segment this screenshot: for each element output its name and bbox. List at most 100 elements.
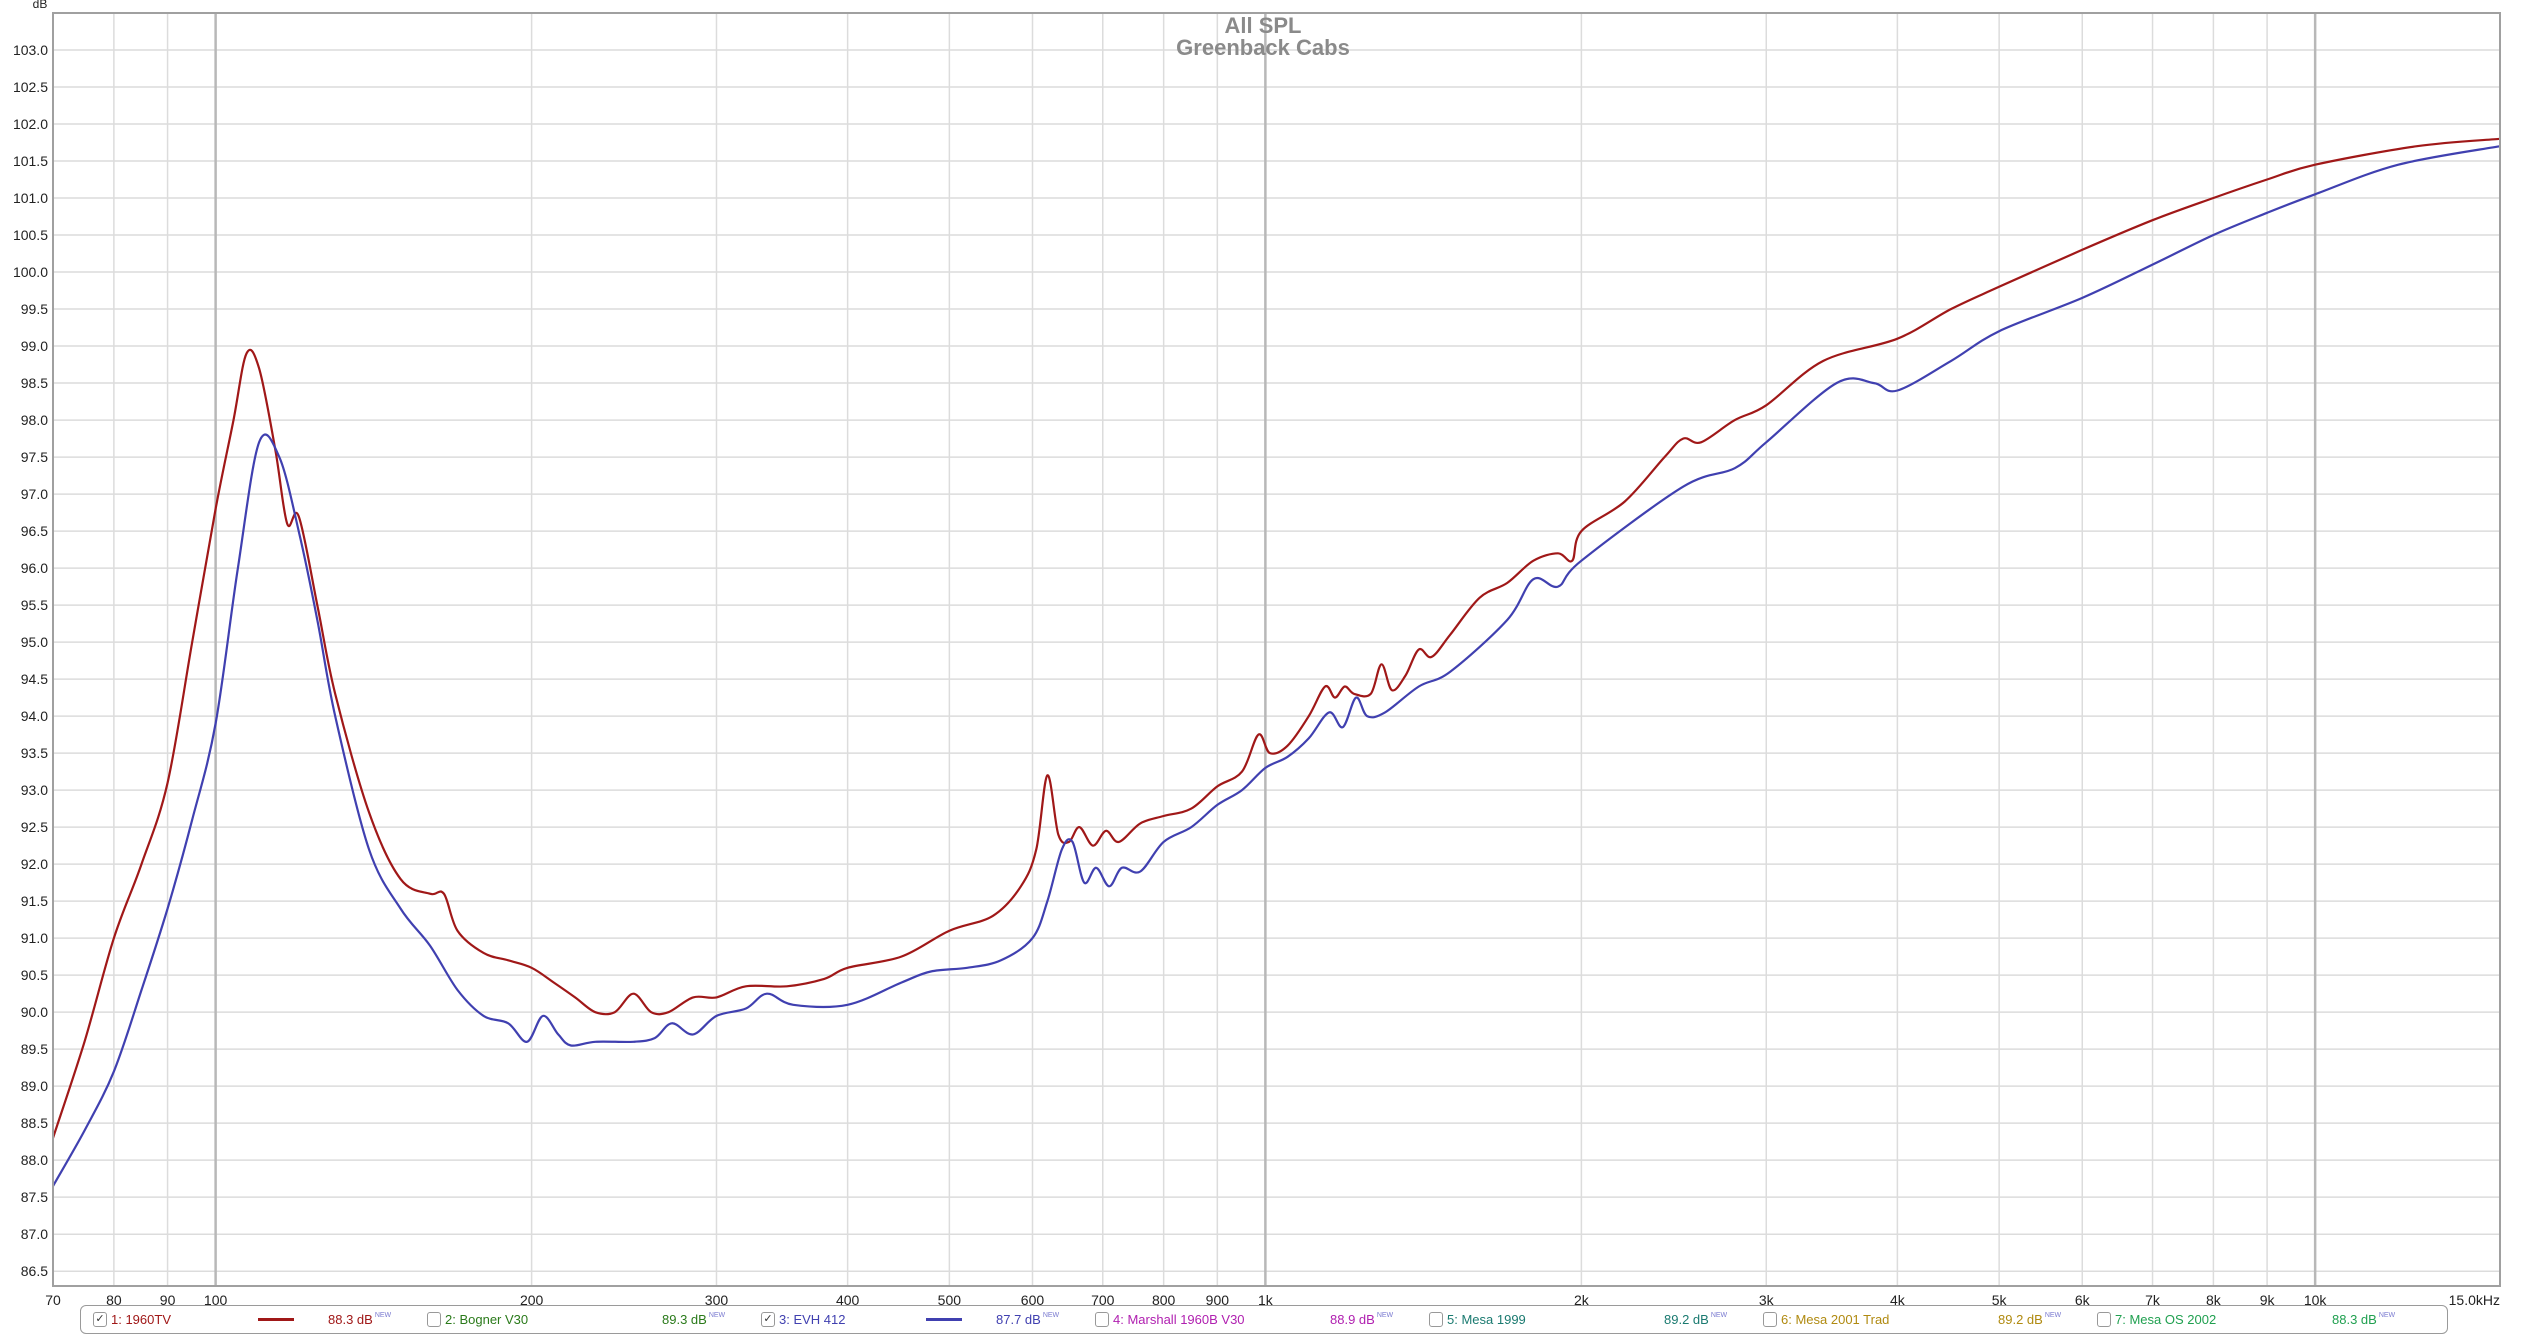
x-tick-label: 2k [1574,1292,1590,1308]
legend-value: 89.3 dB NEW [662,1312,725,1327]
y-tick-label: 87.5 [21,1189,48,1205]
y-tick-label: 102.5 [13,79,48,95]
legend-value-text: 87.7 dB [996,1312,1041,1327]
x-tick-label: 7k [2145,1292,2161,1308]
series-group [51,137,2501,1187]
chart-title: All SPL [1224,13,1301,38]
legend-value-text: 89.2 dB [1664,1312,1709,1327]
legend-item: 4: Marshall 1960B V30 88.9 dB NEW [1095,1306,1429,1332]
y-tick-label: 97.0 [21,486,48,502]
legend-item: ✓ 1: 1960TV 88.3 dB NEW [93,1306,427,1332]
chart-subtitle: Greenback Cabs [1176,35,1350,60]
legend-value-text: 88.3 dB [2332,1312,2377,1327]
legend-label[interactable]: 3: EVH 412 [779,1312,846,1327]
y-tick-label: 98.0 [21,412,48,428]
legend-value: 87.7 dB NEW [996,1312,1059,1327]
legend-checkbox[interactable]: ✓ [93,1312,107,1327]
legend: ✓ 1: 1960TV 88.3 dB NEW 2: Bogner V30 89.… [80,1305,2448,1334]
series-line-1 [51,137,2501,1139]
legend-new-badge: NEW [374,1312,392,1319]
legend-checkbox[interactable]: ✓ [761,1312,775,1327]
x-tick-label: 8k [2206,1292,2222,1308]
axes: 103.0 102.5 102.0 101.5 101.0 100.5 100.0 99.5 9… [13,12,2501,1308]
x-tick-label: 800 [1152,1292,1176,1308]
x-tick-label: 70 [45,1292,61,1308]
x-tick-label: 300 [705,1292,729,1308]
y-tick-label: 93.5 [21,745,48,761]
y-tick-label: 99.5 [21,301,48,317]
legend-checkbox[interactable] [1429,1312,1443,1327]
x-tick-label: 90 [160,1292,176,1308]
x-tick-label: 9k [2260,1292,2276,1308]
y-tick-label: 101.0 [13,190,48,206]
legend-label[interactable]: 2: Bogner V30 [445,1312,529,1327]
x-tick-label: 5k [1992,1292,2008,1308]
y-tick-label: 95.0 [21,634,48,650]
y-tick-label: 100.0 [13,264,48,280]
grid [53,13,2500,1286]
y-tick-label: 97.5 [21,449,48,465]
x-tick-label: 500 [938,1292,962,1308]
y-tick-label: 94.5 [21,671,48,687]
x-tick-label: 80 [106,1292,122,1308]
y-tick-label: 100.5 [13,227,48,243]
legend-checkbox[interactable] [1763,1312,1777,1327]
legend-checkbox[interactable] [1095,1312,1109,1327]
legend-checkbox[interactable] [427,1312,441,1327]
y-tick-label: 98.5 [21,375,48,391]
x-tick-label: 700 [1091,1292,1115,1308]
y-tick-label: 90.5 [21,967,48,983]
y-tick-label: 96.5 [21,523,48,539]
y-tick-label: 92.0 [21,856,48,872]
legend-value: 89.2 dB NEW [1998,1312,2061,1327]
y-tick-label: 92.5 [21,819,48,835]
y-tick-label: 91.5 [21,893,48,909]
y-tick-label: 90.0 [21,1004,48,1020]
y-tick-label: 101.5 [13,153,48,169]
legend-swatch [926,1318,962,1321]
y-tick-label: 99.0 [21,338,48,354]
legend-new-badge: NEW [2378,1312,2396,1319]
legend-label[interactable]: 1: 1960TV [111,1312,171,1327]
y-tick-label: 102.0 [13,116,48,132]
legend-item: 7: Mesa OS 2002 88.3 dB NEW [2097,1306,2431,1332]
y-tick-label: 103.0 [13,42,48,58]
y-tick-label: 89.0 [21,1078,48,1094]
y-tick-label: 93.0 [21,782,48,798]
y-tick-label: 88.5 [21,1115,48,1131]
plot-area [53,13,2500,1286]
legend-label[interactable]: 5: Mesa 1999 [1447,1312,1526,1327]
x-tick-label: 4k [1890,1292,1906,1308]
y-tick-label: 86.5 [21,1263,48,1279]
legend-label[interactable]: 7: Mesa OS 2002 [2115,1312,2217,1327]
x-tick-label: 15.0kHz [2449,1292,2500,1308]
y-tick-label: 88.0 [21,1152,48,1168]
legend-value: 88.3 dB NEW [328,1312,391,1327]
legend-value-text: 89.2 dB [1998,1312,2043,1327]
legend-label[interactable]: 4: Marshall 1960B V30 [1113,1312,1245,1327]
legend-new-badge: NEW [1710,1312,1728,1319]
legend-item: 6: Mesa 2001 Trad 89.2 dB NEW [1763,1306,2097,1332]
series-line-3 [52,145,2501,1187]
legend-new-badge: NEW [2044,1312,2062,1319]
legend-new-badge: NEW [708,1312,726,1319]
plot-border [52,12,2501,1287]
x-tick-label: 100 [204,1292,228,1308]
y-tick-label: 96.0 [21,560,48,576]
legend-label[interactable]: 6: Mesa 2001 Trad [1781,1312,1890,1327]
y-tick-label: 94.0 [21,708,48,724]
y-tick-label: 95.5 [21,597,48,613]
y-tick-label: 91.0 [21,930,48,946]
x-tick-label: 6k [2075,1292,2091,1308]
y-tick-label: 87.0 [21,1226,48,1242]
legend-value: 88.3 dB NEW [2332,1312,2395,1327]
x-tick-label: 10k [2304,1292,2328,1308]
legend-item: 2: Bogner V30 89.3 dB NEW [427,1306,761,1332]
legend-value-text: 88.9 dB [1330,1312,1375,1327]
legend-item: ✓ 3: EVH 412 87.7 dB NEW [761,1306,1095,1332]
x-tick-label: 900 [1206,1292,1230,1308]
legend-value-text: 88.3 dB [328,1312,373,1327]
legend-checkbox[interactable] [2097,1312,2111,1327]
y-axis-label: dB [33,0,48,11]
